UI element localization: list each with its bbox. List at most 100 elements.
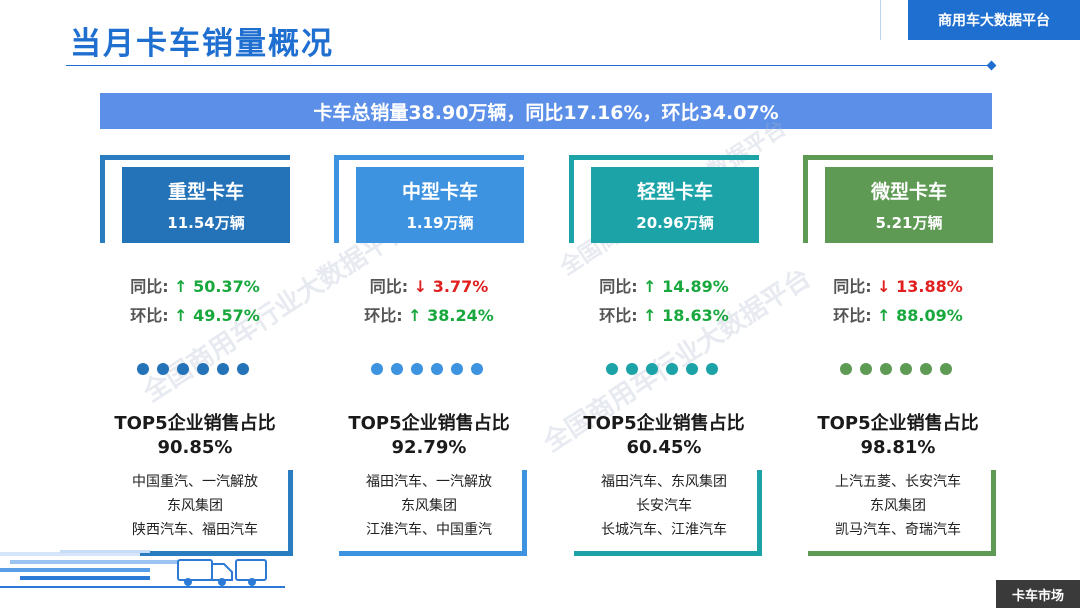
segment-card-frame: [334, 155, 524, 243]
segment-card: 微型卡车 5.21万辆: [803, 155, 993, 245]
summary-banner: 卡车总销量38.90万辆，同比17.16%，环比34.07%: [100, 93, 992, 129]
dot-icon: [860, 363, 872, 375]
mom-row: 环比: ↑ 18.63%: [564, 301, 764, 331]
top5-share: 90.85%: [157, 437, 233, 458]
segment-volume: 11.54万辆: [167, 214, 245, 232]
top5-block: TOP5企业销售占比 90.85%: [95, 412, 295, 460]
top5-block: TOP5企业销售占比 98.81%: [798, 412, 998, 460]
dot-icon: [666, 363, 678, 375]
dot-icon: [646, 363, 658, 375]
mom-label: 环比:: [833, 306, 872, 325]
top5-company-list: 中国重汽、一汽解放 东风集团 陕西汽车、福田汽车: [105, 470, 285, 554]
title-underline-marker: [986, 60, 997, 71]
company-list-frame-bottom: [105, 551, 291, 556]
dot-icon: [706, 363, 718, 375]
mom-value: 38.24%: [427, 306, 494, 325]
company-list-frame: [988, 470, 996, 556]
segment-volume: 20.96万辆: [636, 214, 714, 232]
mom-label: 环比:: [130, 306, 169, 325]
segment-volume: 5.21万辆: [875, 214, 943, 232]
dot-icon: [920, 363, 932, 375]
yoy-row: 同比: ↑ 50.37%: [95, 272, 295, 302]
dot-icon: [451, 363, 463, 375]
segment-card: 重型卡车 11.54万辆: [100, 155, 290, 245]
yoy-row: 同比: ↓ 13.88%: [798, 272, 998, 302]
mom-value: 88.09%: [896, 306, 963, 325]
segment-card: 中型卡车 1.19万辆: [334, 155, 524, 245]
top5-share: 98.81%: [860, 437, 936, 458]
mom-value: 49.57%: [193, 306, 260, 325]
yoy-label: 同比:: [833, 277, 872, 296]
dot-icon: [157, 363, 169, 375]
segment-card-frame: [100, 155, 290, 243]
dot-icon: [431, 363, 443, 375]
dot-icon: [137, 363, 149, 375]
arrow-down-icon: ↓: [877, 277, 891, 296]
mom-row: 环比: ↑ 49.57%: [95, 301, 295, 331]
dot-icon: [840, 363, 852, 375]
mom-label: 环比:: [364, 306, 403, 325]
segment-name: 微型卡车: [870, 181, 947, 203]
top5-title: TOP5企业销售占比: [114, 413, 276, 434]
company-line: 上汽五菱、长安汽车: [835, 474, 961, 490]
company-line: 福田汽车、东风集团: [601, 474, 727, 490]
company-list-frame-bottom: [574, 551, 760, 556]
dot-divider: [371, 363, 483, 375]
company-line: 东风集团: [870, 498, 926, 514]
company-list-frame: [285, 470, 293, 556]
top5-title: TOP5企业销售占比: [583, 413, 745, 434]
top5-share: 92.79%: [391, 437, 467, 458]
yoy-row: 同比: ↓ 3.77%: [329, 272, 529, 302]
arrow-up-icon: ↑: [643, 306, 657, 325]
yoy-value: 14.89%: [662, 277, 729, 296]
mom-row: 环比: ↑ 38.24%: [329, 301, 529, 331]
segment-name: 重型卡车: [167, 181, 244, 203]
dot-divider: [606, 363, 718, 375]
top5-company-list: 福田汽车、一汽解放 东风集团 江淮汽车、中国重汽: [339, 470, 519, 554]
company-line: 长安汽车: [636, 498, 692, 514]
yoy-label: 同比:: [599, 277, 638, 296]
yoy-label: 同比:: [130, 277, 169, 296]
company-line: 陕西汽车、福田汽车: [132, 522, 258, 538]
page-title: 当月卡车销量概况: [70, 26, 334, 62]
arrow-up-icon: ↑: [408, 306, 422, 325]
dot-icon: [900, 363, 912, 375]
company-list-frame: [519, 470, 527, 556]
dot-divider: [137, 363, 249, 375]
company-line: 凯马汽车、奇瑞汽车: [835, 522, 961, 538]
dot-icon: [217, 363, 229, 375]
top5-company-list: 上汽五菱、长安汽车 东风集团 凯马汽车、奇瑞汽车: [808, 470, 988, 554]
brand-badge: 商用车大数据平台: [908, 0, 1080, 40]
top5-block: TOP5企业销售占比 60.45%: [564, 412, 764, 460]
dot-icon: [237, 363, 249, 375]
dot-icon: [940, 363, 952, 375]
dot-icon: [197, 363, 209, 375]
mom-row: 环比: ↑ 88.09%: [798, 301, 998, 331]
top5-title: TOP5企业销售占比: [817, 413, 979, 434]
mom-value: 18.63%: [662, 306, 729, 325]
company-line: 中国重汽、一汽解放: [132, 474, 258, 490]
segment-name: 中型卡车: [401, 181, 478, 203]
company-list-frame-bottom: [339, 551, 525, 556]
yoy-label: 同比:: [369, 277, 409, 296]
company-list-frame: [754, 470, 762, 556]
dot-icon: [880, 363, 892, 375]
dot-icon: [411, 363, 423, 375]
dot-icon: [471, 363, 483, 375]
company-list-frame-bottom: [808, 551, 994, 556]
segment-card-box: 重型卡车 11.54万辆: [122, 167, 290, 243]
yoy-row: 同比: ↑ 14.89%: [564, 272, 764, 302]
mom-label: 环比:: [599, 306, 638, 325]
dot-icon: [686, 363, 698, 375]
arrow-up-icon: ↑: [174, 277, 188, 296]
segment-volume: 1.19万辆: [406, 214, 474, 232]
company-line: 东风集团: [401, 498, 457, 514]
yoy-value: 13.88%: [896, 277, 963, 296]
arrow-up-icon: ↑: [174, 306, 188, 325]
brand-divider: [880, 0, 881, 40]
top5-title: TOP5企业销售占比: [348, 413, 510, 434]
top5-share: 60.45%: [626, 437, 702, 458]
truck-illustration: [0, 550, 285, 588]
arrow-up-icon: ↑: [877, 306, 891, 325]
yoy-value: 3.77%: [432, 277, 489, 296]
